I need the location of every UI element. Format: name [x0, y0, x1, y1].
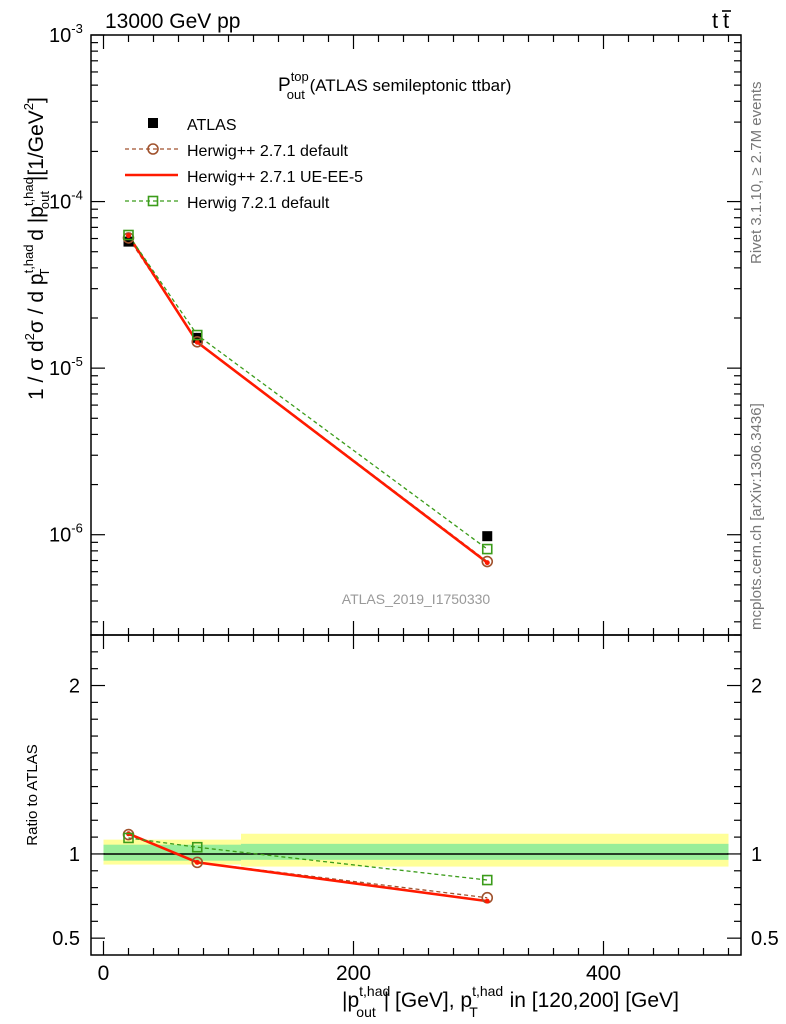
ylabel-e: ] — [25, 97, 48, 103]
ratio-point — [191, 856, 204, 869]
main-lines — [127, 234, 489, 564]
process-t: t — [712, 8, 718, 33]
energy-label: 13000 GeV pp — [105, 10, 240, 33]
ratio-y-tick-label: 1 — [69, 844, 80, 866]
title-rest: (ATLAS semileptonic ttbar) — [305, 76, 512, 95]
ylabel-c: d |p — [25, 206, 48, 246]
ratio-point — [123, 832, 134, 844]
x-tick-label: 200 — [336, 962, 371, 985]
ratio-frame — [90, 634, 742, 956]
data-point-1 — [481, 555, 494, 568]
x-tick-label: 0 — [98, 962, 110, 985]
data-point-3 — [123, 229, 134, 241]
ylabel-a: 1 / σ d — [25, 340, 48, 400]
ylabel-b: σ / d p — [25, 273, 48, 333]
ratio-point — [191, 841, 203, 853]
data-point-3 — [191, 329, 203, 341]
mcplots-label: mcplots.cern.ch [arXiv:1306.3436] — [748, 403, 765, 630]
ylabel-b-sup: t,had — [21, 245, 36, 274]
xlabel-a: |p — [342, 989, 359, 1012]
ratio-y-tick-label: 0.5 — [52, 928, 80, 950]
ratio-ticks — [91, 634, 741, 955]
ratio-point — [194, 859, 200, 865]
title-main: P — [278, 75, 291, 96]
title-sub: out — [287, 87, 305, 102]
legend-label: Herwig 7.2.1 default — [187, 195, 330, 212]
title-sup: top — [291, 69, 309, 84]
ratio-y-tick-label-right: 2 — [751, 676, 762, 698]
ylabel-a-sup: 2 — [22, 333, 37, 340]
xlabel-b-sub: T — [469, 1004, 478, 1020]
main-panel: 10-6 10-5 10-4 10-3 Ptop out (ATLAS semilept… — [21, 21, 742, 636]
xlabel-b-sup: t,had — [472, 983, 503, 999]
xlabel-a-sup: t,had — [359, 983, 390, 999]
data-point-0 — [482, 531, 493, 542]
xlabel-a-sub: out — [356, 1004, 376, 1020]
ylabel-d-sup: 2 — [21, 103, 36, 110]
ratio-y-tick-label-right: 0.5 — [751, 928, 779, 950]
data-point-2 — [194, 339, 200, 345]
data-point-2 — [126, 233, 131, 239]
main-ticks — [91, 34, 741, 635]
legend-label: Herwig++ 2.7.1 default — [187, 143, 349, 160]
ratio-panel: 0.5 0.5 1 1 2 2 Ratio to ATLAS — [24, 634, 779, 956]
legend-label: Herwig++ 2.7.1 UE-EE-5 — [187, 169, 363, 186]
ratio-point — [484, 898, 490, 904]
ratio-y-tick-label: 2 — [69, 676, 80, 698]
ratio-y-axis-label: Ratio to ATLAS — [24, 744, 41, 845]
ratio-tick-labels: 0.5 0.5 1 1 2 2 — [52, 676, 779, 951]
legend-marker — [148, 118, 158, 128]
data-point-1 — [191, 335, 204, 348]
ylabel-c-sub: out — [37, 191, 52, 209]
uncertainty-band-green — [241, 843, 729, 860]
y-axis-label: 1 / σ d2σ / d pt,hadT d |pt,hadout|[1/Ge… — [21, 97, 52, 400]
y-tick-label: 10-5 — [49, 354, 83, 380]
analysis-label: ATLAS_2019_I1750330 — [342, 591, 491, 607]
ylabel-c-sup: t,had — [21, 177, 36, 206]
x-tick-labels: 0 200 400 — [98, 962, 621, 985]
x-axis-label: |pt,had out | [GeV], pt,had T in [120,200] … — [342, 983, 679, 1020]
ylabel-b-sub: T — [37, 269, 52, 277]
series-line-1 — [127, 237, 488, 563]
ratio-y-tick-label-right: 1 — [751, 844, 762, 866]
main-tick-labels: 10-6 10-5 10-4 10-3 — [49, 21, 83, 547]
x-tick-label: 400 — [586, 962, 621, 985]
main-points — [122, 229, 494, 568]
ratio-line — [128, 837, 488, 881]
y-tick-label: 10-3 — [49, 21, 83, 47]
xlabel-b: | [GeV], p — [384, 989, 472, 1012]
data-point-0 — [123, 236, 134, 247]
ylabel-d: |[1/GeV — [25, 110, 48, 181]
data-point-2 — [484, 560, 490, 566]
legend-marker — [147, 195, 159, 207]
y-tick-label: 10-4 — [49, 188, 83, 214]
series-line-2 — [127, 234, 489, 564]
rivet-label: Rivet 3.1.10, ≥ 2.7M events — [748, 82, 765, 265]
process-tbar: t — [723, 8, 729, 33]
data-point-3 — [481, 543, 493, 555]
ratio-point — [481, 874, 493, 886]
legend-label: ATLAS — [187, 117, 237, 134]
y-tick-label: 10-6 — [49, 521, 83, 547]
xlabel-c: in [120,200] [GeV] — [504, 989, 679, 1012]
legend: ATLAS Herwig++ 2.7.1 default Herwig++ 2.7.… — [125, 117, 363, 212]
series-line-3 — [127, 234, 488, 550]
plot-title: Ptop out (ATLAS semileptonic ttbar) — [278, 69, 511, 102]
legend-marker — [147, 143, 159, 155]
process-label: t t — [712, 8, 731, 33]
data-point-0 — [192, 332, 203, 343]
ratio-points — [122, 828, 494, 904]
